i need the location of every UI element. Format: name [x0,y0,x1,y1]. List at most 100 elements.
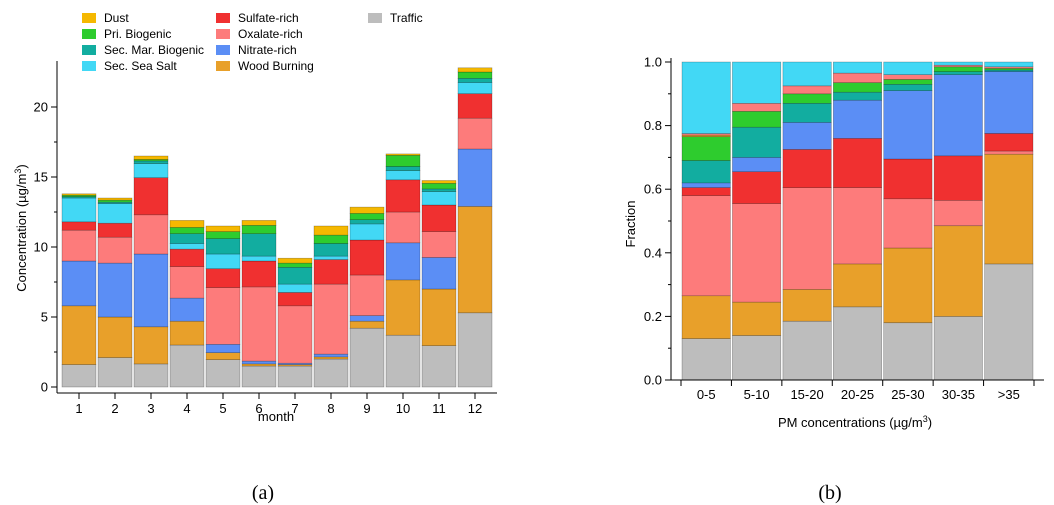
a-x-tick-label: 3 [147,401,154,416]
bar-segment-pri-biogenic-5 [205,231,241,239]
bar-segment-nitrate-rich-6 [241,360,277,365]
bar-segment-wood-burning-15_20 [782,289,832,322]
a-x-tick-label: 1 [75,401,82,416]
a-x-tick-label: 4 [183,401,190,416]
legend-swatch-sec-mar-biogenic [82,45,96,55]
panel-b-chart: 0.0 0.2 0.4 0.6 0.8 1.0 0-5 5-10 15-20 20-25 25-30… [623,55,1044,430]
bar-segment-sec-sea-salt-8 [313,255,349,260]
panel-b-label: (b) [818,482,841,504]
a-y-tick-label: 5 [41,310,48,325]
bar-segment-sulfate-rich-9 [349,239,385,276]
bar-segment-dust-11 [421,180,457,184]
bar-segment-traffic-5 [205,359,241,388]
legend-label-nitrate-rich: Nitrate-rich [238,43,297,57]
bar-segment-sec-mar-biogenic-30_35 [933,71,983,76]
bar-segment-oxalate-rich-25_30 [883,74,933,80]
bar-segment-pri-biogenic-8 [313,234,349,244]
bar-segment-oxalate-rich-4 [169,266,205,299]
bar-segment-oxalate-rich-11 [421,231,457,258]
bar-segment-wood-burning-5 [205,352,241,361]
bar-segment-sec-mar-biogenic-5 [205,238,241,255]
a-x-tick-label: 10 [396,401,410,416]
panel-b-x-axis-title: PM concentrations (µg/m3) [778,414,932,430]
bar-segment-pri-biogenic-20_25 [832,82,882,93]
bar-segment-wood-burning-12 [457,206,493,314]
bar-segment-traffic-4 [169,344,205,388]
b-y-tick-label: 0.6 [644,182,662,197]
legend-label-sec-mar-biogenic: Sec. Mar. Biogenic [104,43,204,57]
legend-swatch-traffic [368,13,382,23]
bar-segment-sec-sea-salt-20_25 [832,61,882,74]
bar-segment-nitrate-rich-11 [421,257,457,290]
bar-segment-dust-10 [385,153,421,156]
bar-segment-pri-biogenic-6 [241,225,277,235]
bar-segment-sec-sea-salt-_35 [984,61,1034,68]
bar-segment-traffic-12 [457,312,493,388]
bar-segment-sulfate-rich-30_35 [933,155,983,201]
a-y-tick-label: 20 [34,100,48,115]
a-x-tick-label: 9 [363,401,370,416]
bar-segment-sulfate-rich-11 [421,204,457,232]
bar-segment-dust-8 [313,225,349,236]
bar-segment-sulfate-rich-20_25 [832,138,882,188]
panel-a-x-axis-title: month [258,409,294,424]
bar-segment-sulfate-rich-3 [133,177,169,216]
bar-segment-oxalate-rich-15_20 [782,85,832,95]
bar-segment-pri-biogenic-5_10 [732,111,782,128]
bar-segment-oxalate-rich-_35 [984,150,1034,155]
bar-segment-pri-biogenic-10 [385,155,421,167]
bar-segment-pri-biogenic-25_30 [883,79,933,85]
bar-segment-wood-burning-0_5 [681,295,731,339]
bar-segment-sulfate-rich-6 [241,260,277,288]
bar-segment-sec-mar-biogenic-0_5 [681,160,731,184]
bar-segment-wood-burning-8 [313,356,349,360]
bar-segment-traffic-30_35 [933,316,983,381]
legend-swatch-nitrate-rich [216,45,230,55]
bar-segment-nitrate-rich-2 [97,262,133,318]
bar-segment-oxalate-rich-15_20 [782,187,832,290]
bar-segment-sec-mar-biogenic-6 [241,233,277,257]
b-y-tick-label: 0.4 [644,245,662,260]
a-x-tick-label: 8 [327,401,334,416]
bar-segment-sec-mar-biogenic-1 [61,196,97,199]
a-x-tick-label: 7 [291,401,298,416]
bar-segment-nitrate-rich-5 [205,343,241,353]
bar-segment-sec-mar-biogenic-9 [349,219,385,225]
bar-segment-sulfate-rich-25_30 [883,158,933,200]
panel-b-y-axis-title: Fraction [623,201,638,248]
b-x-tick-label: 0-5 [697,387,716,402]
bar-segment-pri-biogenic-9 [349,213,385,220]
bar-segment-traffic-1 [61,364,97,388]
bar-segment-nitrate-rich-25_30 [883,90,933,160]
bar-segment-dust-3 [133,155,169,160]
bar-segment-sec-sea-salt-6 [241,255,277,262]
bar-segment-traffic-_35 [984,263,1034,381]
bar-segment-sec-sea-salt-7 [277,283,313,293]
b-y-tick-label: 0.0 [644,373,662,388]
bar-segment-nitrate-rich-9 [349,315,385,322]
bar-segment-oxalate-rich-7 [277,305,313,364]
bar-segment-nitrate-rich-30_35 [933,74,983,157]
bar-segment-sec-sea-salt-10 [385,170,421,181]
bar-segment-nitrate-rich-10 [385,242,421,281]
panel-b-axes: 0.0 0.2 0.4 0.6 0.8 1.0 0-5 5-10 15-20 20-25 25-30… [644,55,1044,402]
legend-label-pri-biogenic: Pri. Biogenic [104,27,171,41]
legend-label-oxalate-rich: Oxalate-rich [238,27,303,41]
bar-segment-oxalate-rich-12 [457,117,493,150]
bar-segment-wood-burning-3 [133,326,169,365]
bar-segment-oxalate-rich-6 [241,286,277,362]
bar-segment-wood-burning-6 [241,363,277,367]
bar-segment-sec-mar-biogenic-5_10 [732,126,782,158]
legend-swatch-dust [82,13,96,23]
bar-segment-sec-mar-biogenic-4 [169,233,205,244]
bar-segment-nitrate-rich-20_25 [832,99,882,139]
bar-segment-sulfate-rich-4 [169,248,205,267]
bar-segment-wood-burning-_35 [984,153,1034,265]
bar-segment-oxalate-rich-8 [313,283,349,355]
bar-segment-wood-burning-1 [61,305,97,365]
bar-segment-oxalate-rich-5_10 [732,203,782,303]
b-x-tick-label: 20-25 [841,387,874,402]
bar-segment-sec-sea-salt-5 [205,253,241,269]
bar-segment-sec-mar-biogenic-10 [385,166,421,171]
